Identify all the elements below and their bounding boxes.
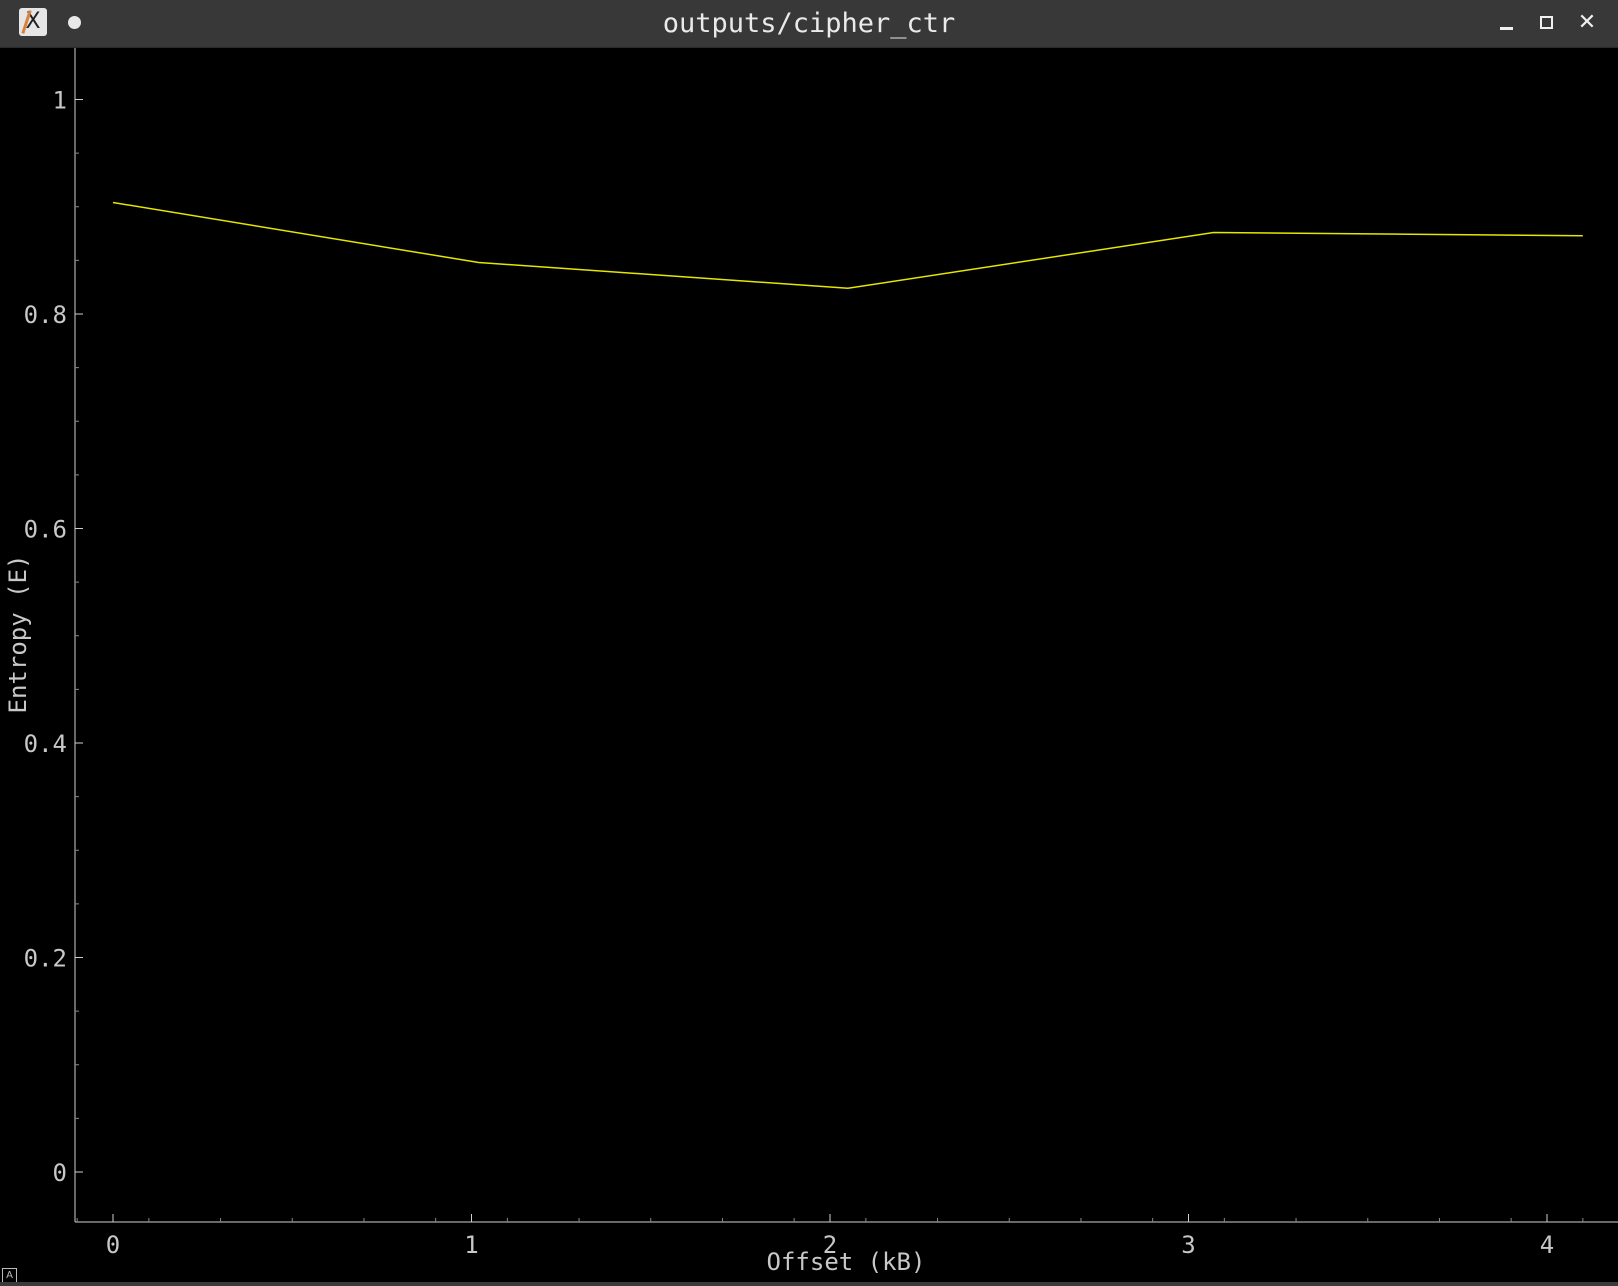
close-button[interactable]: ✕ <box>1572 8 1602 38</box>
y-tick-label: 0 <box>53 1159 67 1187</box>
y-tick-label: 1 <box>53 87 67 115</box>
y-axis-label: Entropy (E) <box>4 555 32 714</box>
x-tick-label: 4 <box>1540 1231 1554 1259</box>
minimize-button[interactable] <box>1491 8 1521 38</box>
y-tick-label: 0.2 <box>24 945 67 973</box>
x-tick-label: 2 <box>823 1231 837 1259</box>
window-bottom-border <box>0 1282 1618 1286</box>
title-bar[interactable]: X outputs/cipher_ctr ✕ <box>0 0 1618 48</box>
close-icon: ✕ <box>1577 10 1597 35</box>
x-axis-label: Offset (kB) <box>767 1248 926 1276</box>
y-tick-label: 0.8 <box>24 301 67 329</box>
autoscale-icon[interactable]: A <box>2 1268 17 1283</box>
x-app-icon[interactable]: X <box>19 8 47 36</box>
x-tick-label: 1 <box>464 1231 478 1259</box>
y-tick-label: 0.4 <box>24 730 67 758</box>
x-tick-label: 3 <box>1181 1231 1195 1259</box>
x-tick-label: 0 <box>106 1231 120 1259</box>
minimize-icon <box>1500 27 1513 30</box>
series-line-0 <box>112 201 1583 290</box>
maximize-icon <box>1540 16 1553 29</box>
maximize-button[interactable] <box>1531 8 1561 38</box>
y-tick-label: 0.6 <box>24 516 67 544</box>
entropy-line-chart: 0 0.2 0.4 0.6 0.8 1 0 1 2 3 4 Offset (kB) Entropy (E… <box>4 48 1618 1276</box>
dot-indicator-icon <box>68 16 81 29</box>
window-title: outputs/cipher_ctr <box>662 8 956 39</box>
